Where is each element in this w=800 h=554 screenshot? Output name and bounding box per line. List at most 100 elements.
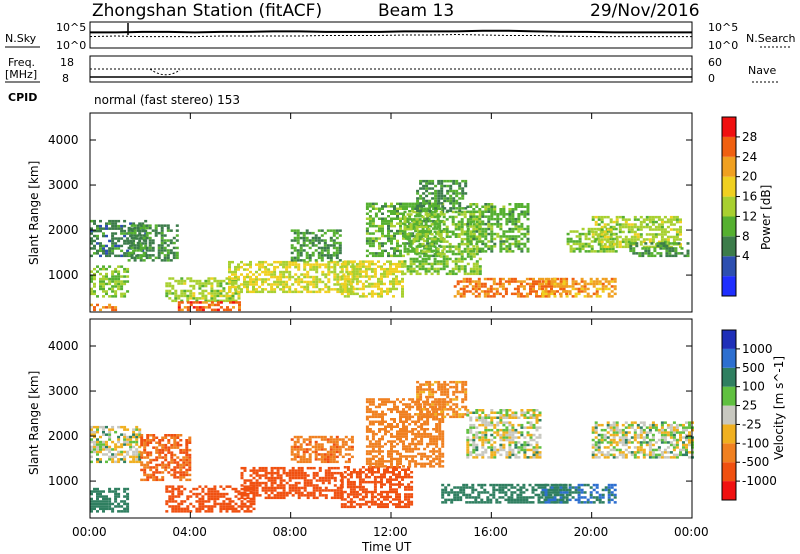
heatmap-cell [566,232,570,236]
heatmap-cell [349,290,353,293]
heatmap-cell [446,179,450,183]
heatmap-cell [99,458,102,461]
heatmap-cell [349,265,353,268]
heatmap-cell [383,262,386,266]
heatmap-cell [130,246,134,250]
heatmap-cell [93,500,96,503]
heatmap-cell [387,423,390,426]
heatmap-cell [420,408,424,411]
heatmap-cell [141,242,145,245]
heatmap-cell [96,460,99,464]
heatmap-cell [575,230,579,233]
heatmap-cell [475,235,479,238]
heatmap-cell [326,458,330,461]
heatmap-cell [273,270,277,274]
heatmap-cell [117,435,121,439]
heatmap-cell [152,458,156,462]
heatmap-cell [102,433,105,436]
heatmap-cell [143,443,147,447]
heatmap-cell [508,235,512,238]
heatmap-cell [484,250,488,253]
heatmap-cell [378,247,381,250]
heatmap-cell [387,408,390,411]
heatmap-cell [472,218,476,221]
heatmap-cell [332,234,336,237]
heatmap-cell [126,487,130,491]
heatmap-cell [399,460,402,463]
heatmap-cell [204,279,208,283]
heatmap-cell [451,230,455,233]
heatmap-cell [374,254,378,258]
heatmap-cell [145,256,149,260]
heatmap-cell [344,440,348,444]
heatmap-cell [501,282,505,286]
heatmap-cell [155,458,159,462]
heatmap-cell [556,285,560,288]
heatmap-cell [398,483,401,486]
heatmap-cell [165,487,169,491]
heatmap-cell [650,254,654,258]
heatmap-cell [430,242,434,246]
heatmap-cell [454,272,458,276]
heatmap-cell [371,254,375,258]
heatmap-cell [148,246,152,250]
heatmap-cell [114,270,118,273]
heatmap-cell [463,213,467,216]
heatmap-cell [660,223,664,226]
heatmap-cell [177,485,181,488]
heatmap-cell [390,440,393,443]
heatmap-cell [216,492,220,496]
heatmap-cell [291,484,295,487]
heatmap-cell [441,205,445,208]
heatmap-cell [173,436,177,439]
heatmap-cell [381,457,384,461]
heatmap-cell [451,233,455,236]
heatmap-cell [380,275,383,278]
heatmap-cell [127,241,131,245]
heatmap-cell [332,229,336,232]
heatmap-cell [213,303,217,307]
heatmap-cell [645,218,649,221]
heatmap-cell [270,489,274,492]
heatmap-cell [427,228,431,231]
heatmap-cell [433,267,437,271]
heatmap-cell [405,415,408,419]
heatmap-cell [111,295,115,298]
heatmap-cell [312,285,316,289]
heatmap-cell [90,247,93,250]
heatmap-cell [381,418,384,421]
heatmap-cell [261,270,265,274]
heatmap-cell [370,503,374,506]
heatmap-cell [344,435,348,439]
heatmap-cell [442,240,446,243]
heatmap-cell [414,423,418,426]
heatmap-cell [427,213,431,216]
heatmap-cell [228,270,231,274]
heatmap-cell [238,303,241,307]
heatmap-cell [481,235,485,238]
heatmap-cell [114,443,118,446]
heatmap-cell [246,290,249,294]
heatmap-cell [234,282,238,285]
heatmap-cell [333,466,337,470]
heatmap-cell [381,217,384,220]
heatmap-cell [535,280,538,283]
heatmap-cell [373,270,377,273]
heatmap-cell [133,231,137,235]
heatmap-cell [308,256,312,260]
heatmap-cell [387,234,390,238]
heatmap-cell [93,435,96,439]
heatmap-cell [179,443,183,447]
heatmap-cell [452,192,456,195]
heatmap-cell [672,238,676,241]
heatmap-cell [342,273,346,276]
heatmap-cell [352,265,356,268]
heatmap-cell [213,495,217,498]
heatmap-cell [393,457,396,461]
heatmap-cell [243,510,247,513]
heatmap-cell [550,287,553,291]
heatmap-cell [176,471,180,474]
heatmap-cell [320,249,324,252]
heatmap-cell [240,500,244,503]
heatmap-cell [252,288,255,291]
